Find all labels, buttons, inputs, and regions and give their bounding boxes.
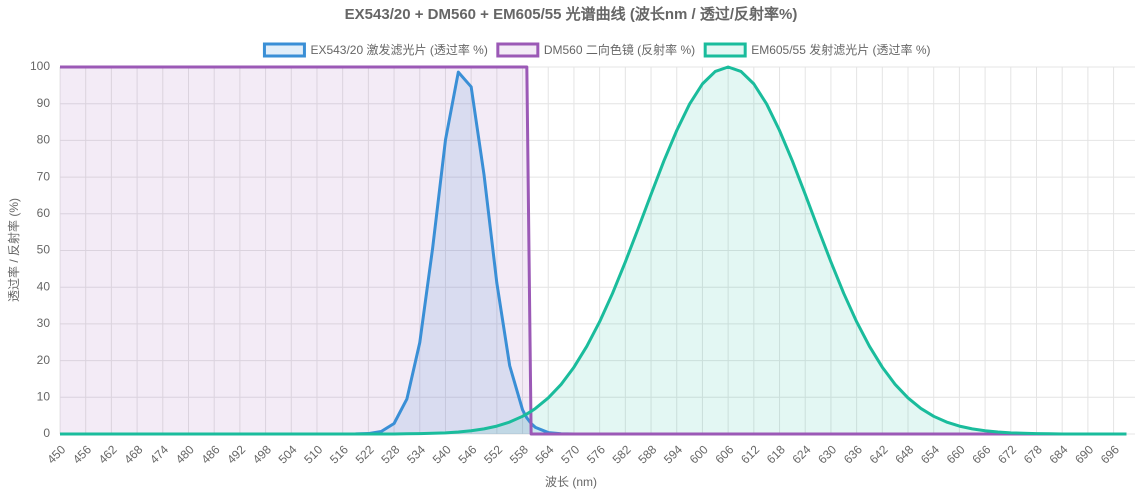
x-tick-label: 516	[327, 442, 351, 466]
x-tick-label: 696	[1098, 442, 1122, 466]
x-tick-label: 624	[790, 442, 814, 466]
x-tick-label: 504	[276, 442, 300, 466]
x-tick-label: 642	[867, 442, 891, 466]
y-tick-label: 90	[37, 96, 51, 110]
x-tick-label: 582	[610, 442, 634, 466]
x-tick-label: 594	[661, 442, 685, 466]
x-tick-label: 564	[533, 442, 557, 466]
legend-item: EM605/55 发射滤光片 (透过率 %)	[703, 42, 931, 58]
x-tick-label: 612	[738, 442, 762, 466]
y-axis-title: 透过率 / 反射率 (%)	[6, 198, 21, 302]
legend-label: EX543/20 激发滤光片 (透过率 %)	[310, 42, 487, 57]
series-area	[60, 67, 1127, 434]
y-tick-label: 60	[37, 206, 51, 220]
x-tick-label: 690	[1072, 442, 1096, 466]
y-tick-label: 50	[37, 243, 51, 257]
x-tick-label: 558	[507, 442, 531, 466]
chart-title: EX543/20 + DM560 + EM605/55 光谱曲线 (波长nm /…	[345, 5, 798, 23]
y-tick-label: 10	[37, 389, 51, 403]
x-tick-label: 654	[918, 442, 942, 466]
x-tick-label: 462	[96, 442, 120, 466]
legend: EX543/20 激发滤光片 (透过率 %) DM560 二向色镜 (反射率 %)…	[262, 42, 931, 58]
legend-item: EX543/20 激发滤光片 (透过率 %)	[262, 42, 488, 58]
x-axis-title: 波长 (nm)	[545, 475, 597, 489]
legend-label: EM605/55 发射滤光片 (透过率 %)	[751, 42, 930, 57]
x-tick-label: 636	[841, 442, 865, 466]
x-tick-label: 600	[687, 442, 711, 466]
legend-swatch	[262, 42, 306, 58]
x-tick-label: 618	[764, 442, 788, 466]
x-tick-label: 672	[995, 442, 1019, 466]
x-tick-label: 630	[815, 442, 839, 466]
legend-swatch	[703, 42, 747, 58]
x-tick-label: 660	[944, 442, 968, 466]
legend-item: DM560 二向色镜 (反射率 %)	[496, 42, 695, 58]
x-tick-label: 570	[558, 442, 582, 466]
x-tick-label: 456	[70, 442, 94, 466]
x-tick-label: 486	[198, 442, 222, 466]
series-area	[60, 67, 1127, 434]
x-tick-label: 468	[121, 442, 145, 466]
y-tick-label: 20	[37, 353, 51, 367]
y-tick-label: 30	[37, 316, 51, 330]
x-tick-label: 606	[712, 442, 736, 466]
legend-label: DM560 二向色镜 (反射率 %)	[544, 42, 695, 57]
x-tick-label: 480	[173, 442, 197, 466]
series-line	[60, 65, 1127, 436]
y-tick-label: 70	[37, 169, 51, 183]
x-tick-label: 588	[635, 442, 659, 466]
x-tick-label: 510	[301, 442, 325, 466]
y-tick-label: 40	[37, 279, 51, 293]
x-tick-label: 684	[1046, 442, 1070, 466]
x-tick-label: 522	[353, 442, 377, 466]
x-tick-label: 678	[1021, 442, 1045, 466]
x-tick-label: 474	[147, 442, 171, 466]
x-tick-label: 492	[224, 442, 248, 466]
x-tick-label: 498	[250, 442, 274, 466]
x-tick-label: 450	[44, 442, 68, 466]
x-tick-label: 540	[430, 442, 454, 466]
x-tick-label: 528	[378, 442, 402, 466]
x-tick-label: 576	[584, 442, 608, 466]
y-tick-label: 0	[43, 426, 50, 440]
x-tick-label: 666	[969, 442, 993, 466]
x-tick-label: 648	[892, 442, 916, 466]
legend-swatch	[496, 42, 540, 58]
y-tick-label: 100	[30, 59, 50, 73]
x-tick-label: 534	[404, 442, 428, 466]
series-line	[60, 65, 1127, 436]
x-tick-label: 546	[455, 442, 479, 466]
y-tick-label: 80	[37, 133, 51, 147]
x-tick-label: 552	[481, 442, 505, 466]
